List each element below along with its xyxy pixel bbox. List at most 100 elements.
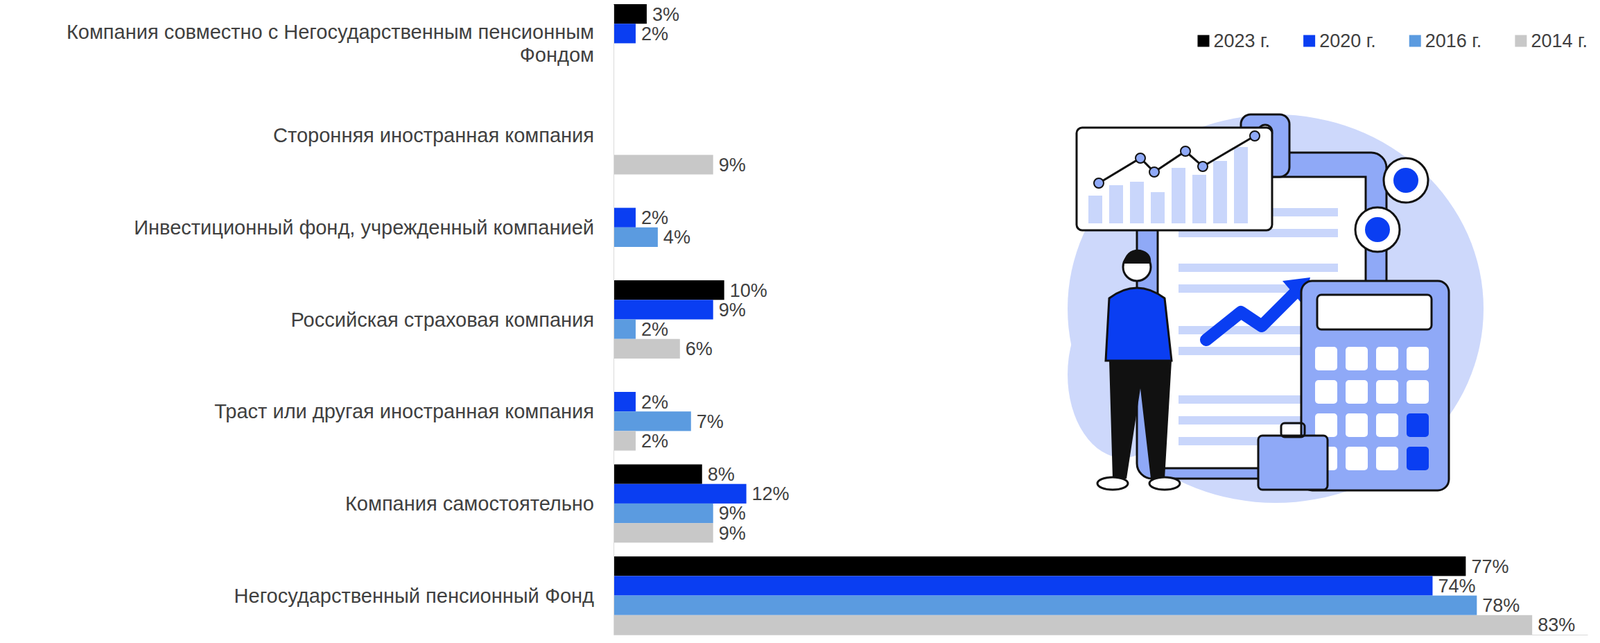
y-tick-label: Сторонняя иностранная компания	[273, 124, 595, 147]
y-tick: Сторонняя иностранная компания	[273, 124, 614, 147]
y-tick-label: Российская страховая компания	[291, 308, 595, 331]
illustration-card-line	[1098, 135, 1255, 184]
y-tick-label: Негосударственный пенсионный Фонд	[234, 584, 595, 607]
bar	[613, 522, 714, 543]
illustration-calculator-key	[1345, 379, 1368, 404]
data-labels: 3%10%8%77%2%2%9%2%12%74%4%2%7%9%78%9%6%2…	[641, 4, 1576, 636]
data-label: 4%	[663, 226, 691, 248]
illustration-person-shoe	[1149, 476, 1180, 490]
illustration-card-dot	[1197, 161, 1208, 172]
illustration-card-dot	[1149, 167, 1160, 177]
y-tick: Российская страховая компания	[291, 308, 614, 331]
illustration-card-bar	[1213, 160, 1228, 224]
data-label: 2%	[641, 318, 669, 340]
bar	[613, 280, 725, 300]
y-tick-label: Компания совместно с Негосударственным п…	[66, 20, 595, 66]
illustration-calculator-key	[1406, 379, 1429, 404]
bar	[613, 430, 636, 450]
illustration-calculator-screen	[1317, 294, 1432, 330]
illustration-calculator-key	[1406, 413, 1429, 437]
legend-item: 2014 г.	[1514, 30, 1588, 52]
illustration-card-bar	[1109, 185, 1124, 224]
illustration-card-dot	[1249, 131, 1260, 141]
illustration-card-bar	[1150, 192, 1165, 224]
y-tick: Компания самостоятельно	[345, 492, 614, 515]
illustration-calculator-key	[1315, 346, 1338, 371]
y-axis-line	[613, 4, 615, 636]
legend-item: 2023 г.	[1197, 30, 1271, 52]
illustration-calculator-key	[1315, 379, 1338, 404]
bar	[613, 319, 636, 339]
y-tick-label-line: Сторонняя иностранная компания	[273, 124, 595, 147]
illustration-briefcase	[1258, 435, 1328, 490]
data-label: 77%	[1471, 555, 1509, 577]
bar	[613, 614, 1533, 635]
bar	[613, 464, 703, 484]
illustration-coin	[1383, 158, 1429, 203]
data-label: 10%	[729, 280, 768, 301]
bar	[613, 299, 714, 319]
data-label: 12%	[752, 483, 790, 504]
illustration-calculator-key	[1345, 446, 1368, 471]
legend-swatch	[1303, 35, 1316, 48]
data-label: 83%	[1537, 614, 1576, 636]
bar	[613, 483, 747, 504]
illustration-calculator-key	[1406, 346, 1429, 371]
illustration-card-bar	[1088, 195, 1103, 224]
data-label: 2%	[641, 430, 669, 452]
legend-swatch	[1197, 35, 1210, 48]
legend-label: 2023 г.	[1213, 30, 1271, 52]
data-label: 7%	[696, 411, 724, 432]
bar	[613, 391, 636, 412]
illustration-card-dot	[1093, 178, 1104, 188]
y-tick-label-line: Российская страховая компания	[291, 308, 595, 331]
illustration-person-legs	[1109, 360, 1172, 479]
bar	[613, 575, 1433, 595]
illustration-card	[1076, 127, 1273, 231]
y-tick: Компания совместно с Негосударственным п…	[66, 20, 614, 66]
bar	[613, 595, 1477, 615]
data-label: 2%	[641, 23, 669, 45]
bar	[613, 227, 658, 247]
legend-label: 2016 г.	[1425, 30, 1483, 52]
illustration-arrow	[1206, 291, 1297, 340]
bar	[613, 338, 681, 359]
y-tick: Траст или другая иностранная компания	[214, 400, 614, 423]
illustration-coin-inner	[1393, 167, 1419, 193]
legend: 2023 г. 2020 г. 2016 г. 2014 г.	[1197, 30, 1589, 52]
y-tick-label-line: Фондом	[519, 43, 595, 66]
illustration-coin-inner	[1364, 216, 1390, 242]
illustration-card-bar	[1233, 146, 1248, 224]
data-label: 78%	[1482, 594, 1520, 616]
illustration-briefcase-handle	[1281, 422, 1305, 437]
bar	[613, 503, 714, 523]
legend-label: 2020 г.	[1319, 30, 1377, 52]
illustration-calculator-key	[1406, 446, 1429, 471]
illustration-person-shoe	[1097, 476, 1128, 490]
illustration-calculator-key	[1376, 413, 1399, 437]
chart: Компания совместно с Негосударственным п…	[0, 0, 1600, 643]
illustration-calculator-key	[1345, 346, 1368, 371]
legend-item: 2020 г.	[1303, 30, 1377, 52]
legend-item: 2016 г.	[1409, 30, 1483, 52]
y-tick-label: Компания самостоятельно	[345, 492, 595, 515]
y-axis: Компания совместно с Негосударственным п…	[66, 4, 615, 636]
illustration-calculator-key	[1345, 413, 1368, 437]
x-axis	[614, 634, 1589, 636]
bar	[613, 411, 692, 431]
illustration-paper-line	[1178, 263, 1338, 272]
y-tick-label: Инвестиционный фонд, учрежденный компани…	[133, 216, 595, 239]
data-label: 9%	[718, 502, 746, 524]
illustration-coin	[1355, 207, 1400, 252]
x-axis-line	[614, 634, 1589, 636]
bars	[613, 4, 1533, 635]
data-label: 8%	[707, 463, 735, 485]
data-label: 74%	[1437, 575, 1476, 597]
y-tick-label-line: Компания совместно с Негосударственным п…	[66, 20, 595, 43]
bar	[613, 154, 714, 175]
illustration-calculator-key	[1376, 379, 1399, 404]
y-tick-label-line: Компания самостоятельно	[345, 492, 595, 515]
data-label: 9%	[718, 299, 746, 321]
legend-label: 2014 г.	[1530, 30, 1588, 52]
data-label: 9%	[718, 154, 746, 176]
